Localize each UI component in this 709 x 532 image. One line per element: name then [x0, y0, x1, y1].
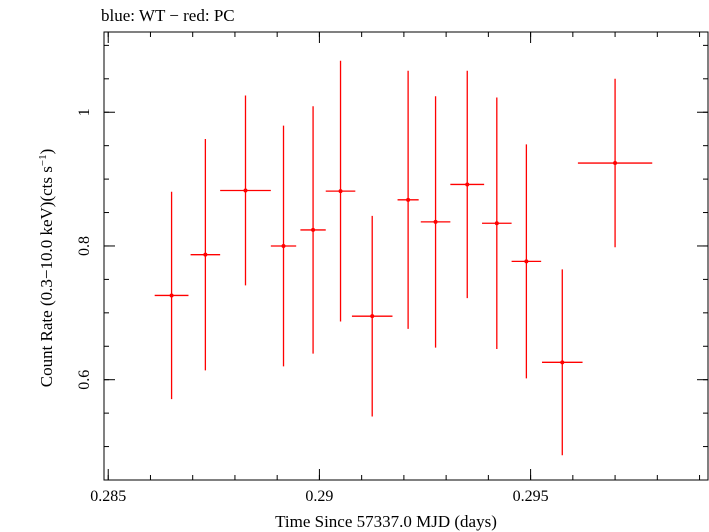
data-point [220, 95, 271, 286]
data-point [450, 70, 485, 299]
data-point [542, 269, 583, 456]
point-marker [465, 182, 470, 187]
point-marker [338, 189, 343, 194]
data-point [420, 96, 451, 348]
point-marker [311, 227, 316, 232]
x-axis-ticks: 0.285 0.29 0.295 [90, 32, 701, 505]
y-axis-label: Count Rate (0.3−10.0 keV)(cts s−1) [37, 149, 56, 388]
point-marker [281, 243, 286, 248]
plot-border [103, 31, 709, 481]
y-axis-label-superscript: −1 [37, 154, 49, 166]
x-tick-label: 0.29 [305, 488, 333, 505]
point-marker [169, 293, 174, 298]
point-marker [203, 252, 208, 257]
point-marker [494, 221, 499, 226]
point-marker [560, 360, 565, 365]
y-tick-label: 0.8 [76, 236, 93, 256]
data-point [511, 144, 542, 379]
y-tick-label: 1 [76, 108, 93, 116]
data-point [577, 78, 653, 248]
data-point [351, 215, 393, 417]
plot-frame [103, 31, 709, 481]
x-axis-label: Time Since 57337.0 MJD (days) [275, 512, 497, 531]
data-point [300, 106, 326, 354]
point-marker [613, 161, 618, 166]
point-marker [433, 219, 438, 224]
point-marker [406, 197, 411, 202]
data-point [482, 97, 512, 349]
data-point [325, 60, 356, 322]
y-tick-label: 0.6 [76, 370, 93, 390]
data-points [154, 60, 653, 456]
x-tick-label: 0.285 [90, 488, 126, 505]
data-point [154, 191, 189, 400]
point-marker [243, 188, 248, 193]
data-point [270, 125, 297, 367]
point-marker [370, 314, 375, 319]
y-axis-label-main: Count Rate (0.3−10.0 keV)(cts s [37, 166, 56, 387]
y-axis-ticks: 0.6 0.8 1 [76, 44, 708, 481]
y-axis-label-end: ) [37, 149, 56, 155]
chart-title: blue: WT − red: PC [101, 6, 235, 25]
data-point [190, 138, 221, 371]
x-tick-label: 0.295 [513, 488, 549, 505]
data-point [397, 70, 419, 329]
point-marker [524, 259, 529, 264]
